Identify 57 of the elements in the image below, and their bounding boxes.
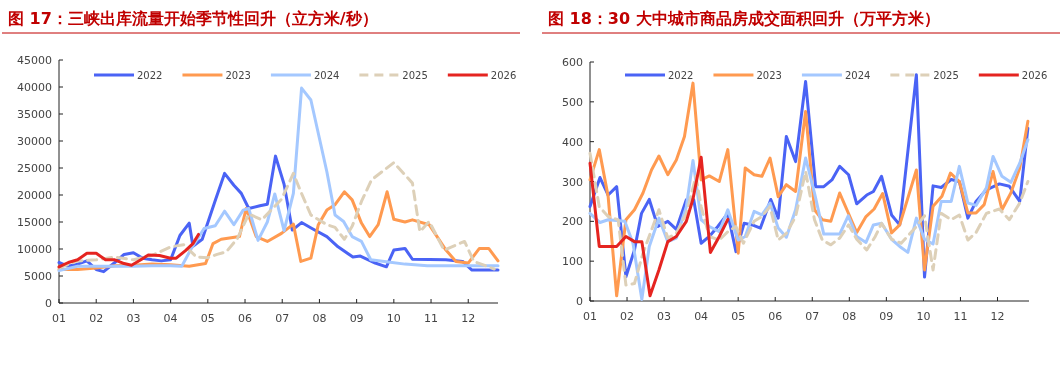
- x-tick-label: 04: [163, 312, 178, 325]
- line-series: [588, 155, 730, 298]
- x-tick-label: 09: [349, 312, 364, 325]
- y-tick-label: 10000: [17, 243, 52, 256]
- x-tick-label: 01: [52, 312, 66, 325]
- y-tick-label: 400: [562, 135, 583, 149]
- x-tick-label: 11: [424, 312, 439, 325]
- y-tick-label: 200: [562, 215, 583, 229]
- x-tick-label: 07: [805, 310, 820, 323]
- y-tick-label: 600: [562, 56, 583, 69]
- x-tick-label: 05: [731, 310, 746, 323]
- x-tick-label: 03: [126, 312, 141, 325]
- x-tick-label: 09: [879, 310, 894, 323]
- legend-label: 2026: [1021, 70, 1048, 81]
- legend-label: 2022: [668, 70, 694, 81]
- y-tick-label: 5000: [24, 270, 52, 283]
- y-tick-label: 35000: [17, 108, 52, 121]
- y-tick-label: 20000: [17, 189, 52, 202]
- y-tick-label: 45000: [17, 54, 52, 67]
- line-series: [57, 86, 500, 273]
- legend-label: 2024: [844, 70, 871, 81]
- y-tick-label: 0: [45, 297, 52, 310]
- legend-label: 2023: [756, 70, 782, 81]
- x-tick-label: 10: [386, 312, 401, 325]
- x-tick-label: 02: [620, 310, 635, 323]
- y-tick-label: 300: [562, 175, 583, 189]
- x-tick-label: 11: [953, 310, 968, 323]
- legend-label: 2022: [137, 70, 163, 81]
- x-tick-label: 07: [275, 312, 290, 325]
- x-tick-label: 12: [461, 312, 476, 325]
- y-tick-label: 100: [562, 255, 583, 269]
- x-tick-label: 06: [238, 312, 253, 325]
- y-tick-label: 40000: [17, 81, 52, 94]
- legend-label: 2024: [313, 70, 340, 81]
- x-tick-label: 02: [89, 312, 104, 325]
- y-tick-label: 30000: [17, 135, 52, 148]
- chart-title: 图 17：三峡出库流量开始季节性回升（立方米/秒）: [8, 9, 378, 28]
- legend-label: 2023: [225, 70, 251, 81]
- legend-label: 2025: [402, 70, 428, 81]
- x-tick-label: 03: [657, 310, 672, 323]
- legend-label: 2026: [490, 70, 517, 81]
- y-tick-label: 25000: [17, 162, 52, 175]
- x-tick-label: 08: [842, 310, 857, 323]
- x-tick-label: 10: [916, 310, 931, 323]
- chart-title: 图 18：30 大中城市商品房成交面积回升（万平方米）: [548, 9, 940, 28]
- x-tick-label: 05: [200, 312, 215, 325]
- legend-label: 2025: [933, 70, 959, 81]
- line-series: [588, 151, 1030, 287]
- x-tick-label: 01: [583, 310, 597, 323]
- y-tick-label: 15000: [17, 216, 52, 229]
- x-tick-label: 04: [694, 310, 709, 323]
- y-tick-label: 0: [576, 295, 583, 308]
- x-tick-label: 06: [768, 310, 783, 323]
- line-series: [57, 232, 201, 269]
- x-tick-label: 12: [990, 310, 1005, 323]
- x-tick-label: 08: [312, 312, 327, 325]
- y-tick-label: 500: [562, 95, 583, 109]
